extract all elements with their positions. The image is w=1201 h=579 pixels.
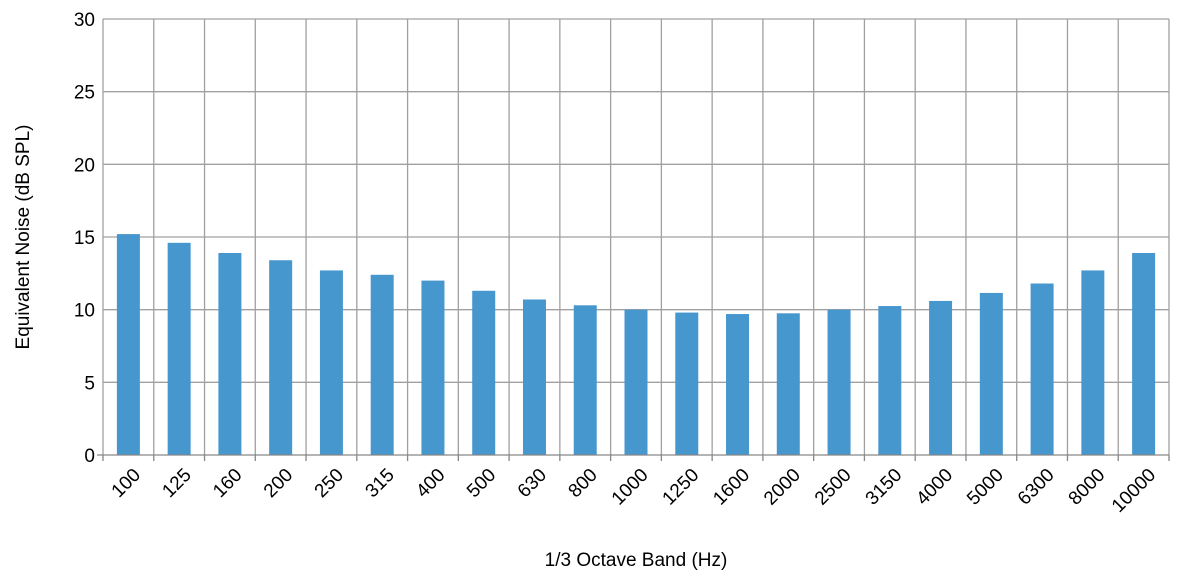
x-tick-label: 10000 xyxy=(1108,465,1160,517)
x-tick-label: 500 xyxy=(463,465,500,502)
x-tick-label: 1250 xyxy=(659,465,704,510)
x-axis-title: 1/3 Octave Band (Hz) xyxy=(545,550,728,571)
bar xyxy=(472,290,496,455)
x-tick-label: 1600 xyxy=(709,465,754,510)
y-tick-label: 20 xyxy=(74,155,95,176)
bar xyxy=(726,314,750,455)
gridlines xyxy=(102,18,1170,455)
y-tick-label: 10 xyxy=(74,301,95,322)
bar xyxy=(878,306,902,455)
bar xyxy=(370,274,394,455)
bar xyxy=(827,309,851,455)
y-tick-label: 0 xyxy=(84,446,95,467)
y-tick-label: 25 xyxy=(74,83,95,104)
y-axis-title: Equivalent Noise (dB SPL) xyxy=(13,125,34,350)
bar xyxy=(979,292,1003,455)
x-tick-label: 250 xyxy=(311,465,348,502)
y-tick-label: 5 xyxy=(84,373,95,394)
bar xyxy=(573,305,597,455)
x-tick-label: 315 xyxy=(362,465,399,502)
x-tick-label: 630 xyxy=(514,465,551,502)
y-tick-label: 15 xyxy=(74,228,95,249)
bar xyxy=(167,242,191,455)
x-tick-label: 5000 xyxy=(963,465,1008,510)
bar xyxy=(421,280,445,455)
axes xyxy=(97,454,1170,461)
x-tick-label: 4000 xyxy=(912,465,957,510)
bar xyxy=(1132,252,1156,455)
bar xyxy=(218,252,242,455)
x-tick-label: 2500 xyxy=(811,465,856,510)
bar xyxy=(1081,270,1105,455)
bars xyxy=(116,234,1156,455)
x-tick-labels: 100 125 160 200 250 315 400 500 630 800 1000 1250 16… xyxy=(108,465,1161,517)
x-tick-label: 400 xyxy=(412,465,449,502)
bar xyxy=(624,309,648,455)
x-tick-label: 200 xyxy=(260,465,297,502)
x-tick-label: 160 xyxy=(209,465,246,502)
bar xyxy=(675,312,699,455)
x-tick-label: 800 xyxy=(565,465,602,502)
bar xyxy=(269,260,293,455)
x-tick-label: 3150 xyxy=(862,465,907,510)
bar xyxy=(319,270,343,455)
bar xyxy=(116,234,140,455)
bar xyxy=(522,299,546,455)
x-tick-label: 2000 xyxy=(760,465,805,510)
x-tick-label: 100 xyxy=(108,465,145,502)
y-tick-labels: 0 5 10 15 20 25 30 xyxy=(74,10,95,467)
bar xyxy=(1030,283,1054,455)
x-tick-label: 1000 xyxy=(608,465,653,510)
x-tick-label: 125 xyxy=(158,465,195,502)
x-tick-label: 6300 xyxy=(1014,465,1059,510)
x-tick-label: 8000 xyxy=(1065,465,1110,510)
bar xyxy=(929,300,953,455)
y-tick-label: 30 xyxy=(74,10,95,31)
bar xyxy=(776,313,800,455)
